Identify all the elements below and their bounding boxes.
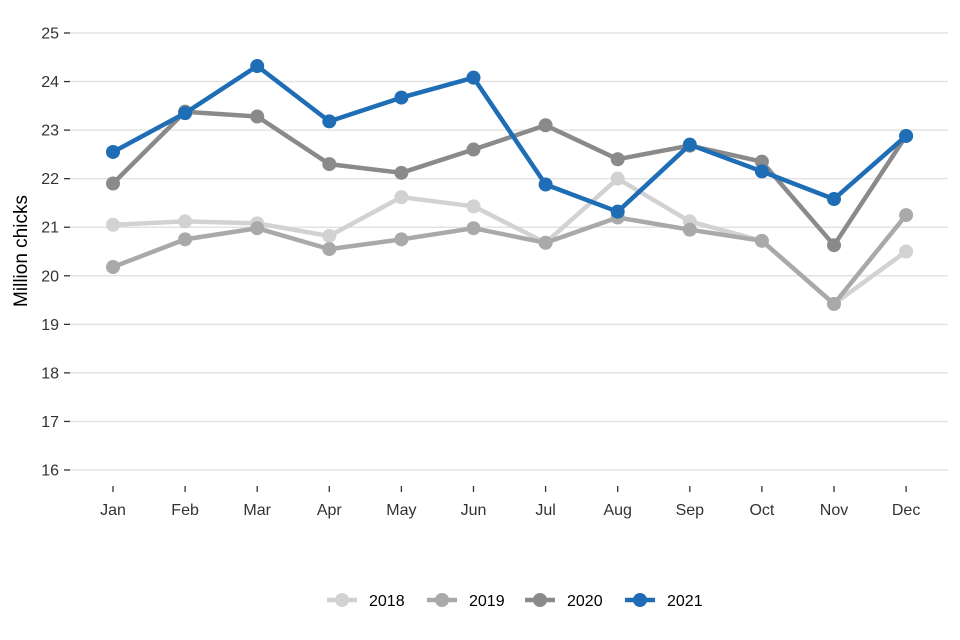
y-tick-label: 22 — [41, 171, 59, 188]
series-line-2021 — [110, 63, 909, 214]
data-point-2021-Dec — [899, 128, 914, 143]
data-point-2018-Jun — [466, 199, 481, 214]
x-axis: Jan Feb Mar Apr May Jun Jul Aug Sep Oct Nov Dec — [100, 486, 920, 519]
x-tick-label: Mar — [243, 502, 271, 519]
y-tick-label: 24 — [41, 74, 59, 91]
series-2021 — [106, 59, 914, 219]
series-2019 — [106, 208, 914, 311]
data-point-2020-Oct — [754, 154, 769, 169]
legend-item-2021[interactable]: 2021 — [625, 593, 703, 610]
data-point-2019-Mar — [250, 221, 265, 236]
legend-label: 2021 — [667, 593, 703, 610]
series-lines — [106, 59, 914, 311]
data-point-2021-Mar — [250, 59, 265, 74]
data-point-2021-Jul — [538, 177, 553, 192]
data-point-2020-Nov — [827, 238, 841, 253]
x-tick-label: May — [386, 502, 416, 519]
gridlines — [70, 32, 948, 471]
x-tick-label: Sep — [676, 502, 705, 519]
data-point-2021-Jan — [106, 144, 120, 159]
legend-label: 2019 — [469, 593, 505, 610]
data-point-2021-Nov — [827, 192, 841, 207]
y-tick-label: 19 — [41, 317, 59, 334]
data-point-2020-Apr — [322, 157, 337, 172]
data-point-2019-Nov — [827, 296, 841, 311]
data-point-2021-Sep — [682, 137, 697, 152]
data-point-2019-May — [394, 232, 409, 247]
y-tick-label: 20 — [41, 268, 59, 285]
data-point-2021-Oct — [754, 164, 769, 179]
y-tick-label: 23 — [41, 123, 59, 140]
data-point-2018-Jan — [106, 217, 120, 232]
data-point-2019-Dec — [899, 208, 914, 223]
data-point-2020-Jul — [538, 118, 553, 133]
data-point-2019-Sep — [682, 222, 697, 237]
data-point-2021-Jun — [466, 70, 481, 85]
series-line-2018 — [110, 176, 909, 307]
data-point-2019-Oct — [754, 233, 769, 248]
x-tick-label: Oct — [749, 502, 774, 519]
data-point-2018-Feb — [178, 214, 193, 229]
legend-item-2018[interactable]: 2018 — [327, 593, 405, 610]
y-axis: 16 17 18 19 20 21 22 23 24 25 — [41, 26, 70, 480]
data-point-2020-Jun — [466, 142, 481, 157]
y-tick-label: 21 — [41, 220, 59, 237]
x-tick-label: Feb — [171, 502, 199, 519]
x-tick-label: Aug — [603, 502, 631, 519]
data-point-2019-Jun — [466, 221, 481, 236]
y-tick-label: 18 — [41, 365, 59, 382]
data-point-2019-Jul — [538, 235, 553, 250]
data-point-2021-Feb — [178, 106, 193, 121]
data-point-2021-Aug — [610, 204, 625, 219]
series-2018 — [106, 171, 914, 311]
data-point-2019-Apr — [322, 242, 337, 257]
y-axis-title: Million chicks — [11, 195, 32, 307]
series-line-2019 — [110, 212, 909, 307]
legend-swatch-marker — [633, 593, 647, 607]
y-tick-label: 17 — [41, 414, 59, 431]
x-tick-label: Jul — [535, 502, 555, 519]
data-point-2021-May — [394, 90, 409, 105]
data-point-2019-Feb — [178, 232, 193, 247]
legend-swatch-marker — [435, 593, 449, 607]
data-point-2018-Aug — [610, 171, 625, 186]
x-tick-label: Jan — [100, 502, 126, 519]
data-point-2019-Jan — [106, 260, 120, 275]
data-point-2018-Apr — [322, 228, 337, 243]
data-point-2018-Dec — [899, 244, 914, 259]
x-tick-label: Dec — [892, 502, 920, 519]
legend-swatch-marker — [533, 593, 547, 607]
x-tick-label: Nov — [820, 502, 848, 519]
data-point-2020-May — [394, 165, 409, 180]
y-tick-label: 25 — [41, 26, 59, 43]
data-point-2021-Apr — [322, 114, 337, 129]
legend-item-2020[interactable]: 2020 — [525, 593, 603, 610]
x-tick-label: Apr — [317, 502, 343, 519]
data-point-2020-Mar — [250, 109, 265, 124]
data-point-2018-May — [394, 190, 409, 205]
legend-label: 2018 — [369, 593, 405, 610]
data-point-2020-Jan — [106, 176, 120, 191]
legend[interactable]: 2018 2019 2020 2021 — [327, 593, 703, 610]
data-point-2020-Aug — [610, 152, 625, 167]
x-tick-label: Jun — [461, 502, 487, 519]
legend-label: 2020 — [567, 593, 603, 610]
legend-swatch-marker — [335, 593, 349, 607]
legend-item-2019[interactable]: 2019 — [427, 593, 505, 610]
y-tick-label: 16 — [41, 463, 59, 480]
